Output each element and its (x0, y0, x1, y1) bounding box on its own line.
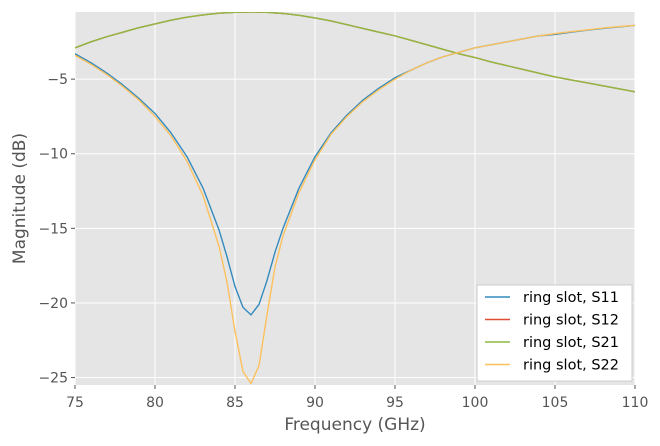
y-tick-label: −15 (38, 221, 68, 237)
y-ticks: −5 −10 −15 −20 −25 (38, 72, 75, 387)
x-tick-label: 95 (386, 395, 404, 411)
y-axis-label: Magnitude (dB) (10, 133, 30, 264)
legend-label: ring slot, S11 (523, 290, 619, 306)
legend-label: ring slot, S22 (523, 358, 619, 374)
grid (74, 12, 636, 385)
legend-label: ring slot, S12 (523, 313, 619, 329)
x-tick-label: 85 (226, 395, 244, 411)
x-tick-label: 75 (66, 395, 84, 411)
legend: ring slot, S11 ring slot, S12 ring slot, S… (476, 284, 633, 382)
y-tick-label: −10 (38, 147, 68, 163)
series-layer (75, 12, 635, 385)
x-tick-label: 90 (306, 395, 324, 411)
x-ticks: 75 80 85 90 95 100 105 110 (66, 385, 648, 411)
x-tick-label: 100 (462, 395, 489, 411)
series-line-3 (75, 12, 635, 93)
x-tick-label: 105 (542, 395, 569, 411)
x-tick-label: 110 (622, 395, 649, 411)
y-tick-label: −20 (38, 296, 68, 312)
y-tick-label: −25 (38, 371, 68, 387)
y-tick-label: −5 (47, 72, 68, 88)
legend-label: ring slot, S21 (523, 335, 619, 351)
x-tick-label: 80 (146, 395, 164, 411)
series-line-4 (75, 24, 635, 385)
x-axis-label: Frequency (GHz) (284, 415, 425, 435)
